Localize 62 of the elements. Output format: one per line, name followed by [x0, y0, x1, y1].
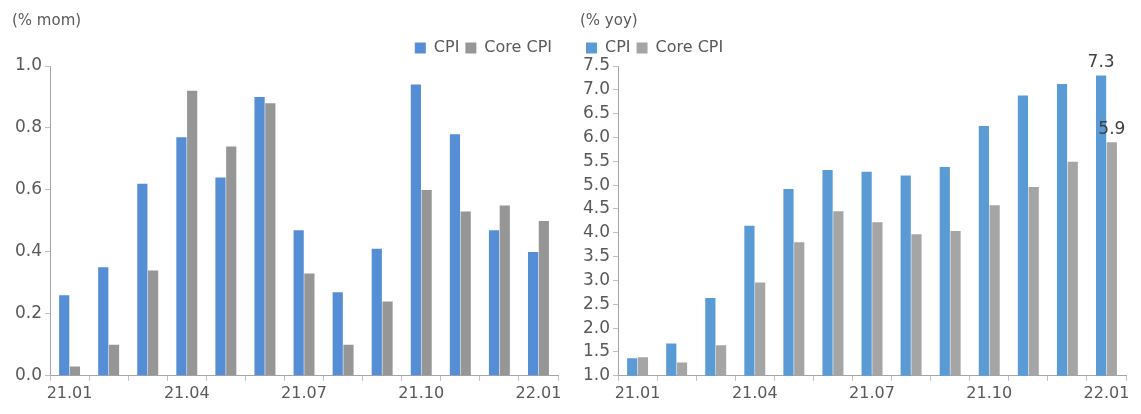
x-tick-label: 22.01	[1083, 382, 1130, 402]
y-tick-label: 1.0	[582, 364, 611, 385]
bar	[98, 267, 109, 376]
bar	[382, 301, 393, 376]
x-tick-label: 22.01	[515, 382, 562, 402]
bar	[215, 177, 226, 376]
bar	[187, 90, 198, 376]
bar	[265, 103, 276, 376]
y-tick-label: 1.0	[14, 54, 43, 75]
y-tick-label: 4.5	[582, 197, 611, 218]
y-tick-label: 6.5	[582, 102, 611, 123]
bar	[108, 344, 120, 376]
x-tick-label: 21.10	[966, 382, 1013, 402]
bar	[226, 146, 237, 376]
bar	[527, 251, 539, 376]
bar	[176, 137, 187, 376]
x-tick-label: 21.01	[614, 382, 661, 402]
y-axis-title: (% yoy)	[580, 11, 638, 30]
y-tick-label: 0.0	[14, 364, 43, 385]
bar	[343, 344, 354, 376]
legend-label: Core CPI	[484, 37, 552, 57]
y-tick-label: 2.0	[582, 316, 611, 337]
y-tick-label: 4.0	[582, 221, 611, 242]
bar	[293, 230, 304, 376]
bar	[371, 248, 382, 376]
y-tick-label: 6.0	[582, 125, 611, 146]
y-tick-label: 3.5	[582, 245, 611, 266]
bar	[421, 189, 432, 376]
legend-label: CPI	[605, 37, 631, 57]
bar	[410, 84, 421, 376]
y-tick-label: 5.0	[582, 173, 611, 194]
y-tick-label: 7.0	[582, 78, 611, 99]
x-tick-label: 21.10	[398, 382, 445, 402]
y-axis-title: (% mom)	[12, 11, 82, 30]
bar	[449, 134, 461, 376]
bar	[304, 273, 315, 376]
x-tick-label: 21.01	[46, 382, 93, 402]
legend-label: Core CPI	[655, 37, 724, 57]
y-tick-label: 0.2	[14, 302, 43, 323]
bar	[137, 183, 148, 376]
bar	[460, 211, 471, 376]
bar	[538, 220, 549, 376]
x-tick-label: 21.07	[849, 382, 895, 402]
bar	[254, 96, 265, 376]
y-tick-label: 5.5	[582, 149, 611, 170]
bar	[488, 230, 500, 376]
x-tick-label: 21.07	[281, 382, 327, 402]
bar	[332, 292, 343, 376]
y-tick-label: 0.6	[14, 178, 43, 199]
y-tick-label: 1.5	[582, 340, 611, 361]
x-tick-label: 21.04	[731, 382, 778, 402]
y-tick-label: 2.5	[582, 292, 611, 313]
bar	[59, 295, 70, 376]
y-tick-label: 0.8	[14, 116, 43, 137]
x-tick-label: 21.04	[163, 382, 210, 402]
data-label: 7.3	[1087, 51, 1115, 72]
y-tick-label: 7.5	[582, 54, 611, 75]
legend-label: CPI	[433, 37, 460, 57]
bar	[147, 270, 159, 376]
y-tick-label: 0.4	[14, 240, 43, 261]
bar	[499, 205, 510, 376]
y-tick-label: 3.0	[582, 268, 611, 289]
